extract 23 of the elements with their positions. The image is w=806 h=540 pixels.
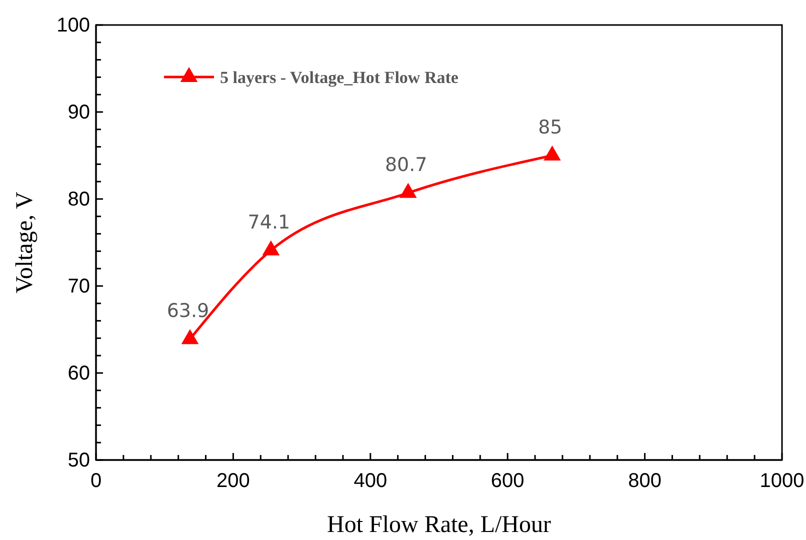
point [262, 240, 280, 256]
point [399, 182, 417, 198]
legend-label: 5 layers - Voltage_Hot Flow Rate [220, 68, 459, 87]
x-tick-label: 0 [90, 470, 102, 492]
y-tick-label: 90 [68, 101, 90, 124]
x-tick-label: 800 [628, 470, 662, 492]
data-label: 80.7 [384, 154, 428, 176]
x-tick-label: 400 [354, 470, 388, 492]
x-tick-label: 600 [490, 470, 524, 492]
y-tick-label: 60 [68, 362, 90, 384]
y-tick-label: 70 [68, 275, 90, 298]
x-axis-title: Hot Flow Rate, L/Hour [327, 512, 551, 538]
point [181, 329, 199, 344]
data-label: 74.1 [248, 211, 290, 234]
y-axis-title: Voltage, V [12, 190, 38, 294]
data-label: 85 [538, 116, 562, 138]
x-tick-label: 200 [216, 470, 250, 492]
point [544, 145, 561, 160]
y-tick-label: 50 [68, 449, 90, 472]
x-tick-label: 1000 [760, 470, 804, 492]
y-tick-label: 100 [56, 14, 90, 36]
y-tick-label: 80 [68, 188, 90, 210]
data-label: 63.9 [166, 300, 210, 322]
